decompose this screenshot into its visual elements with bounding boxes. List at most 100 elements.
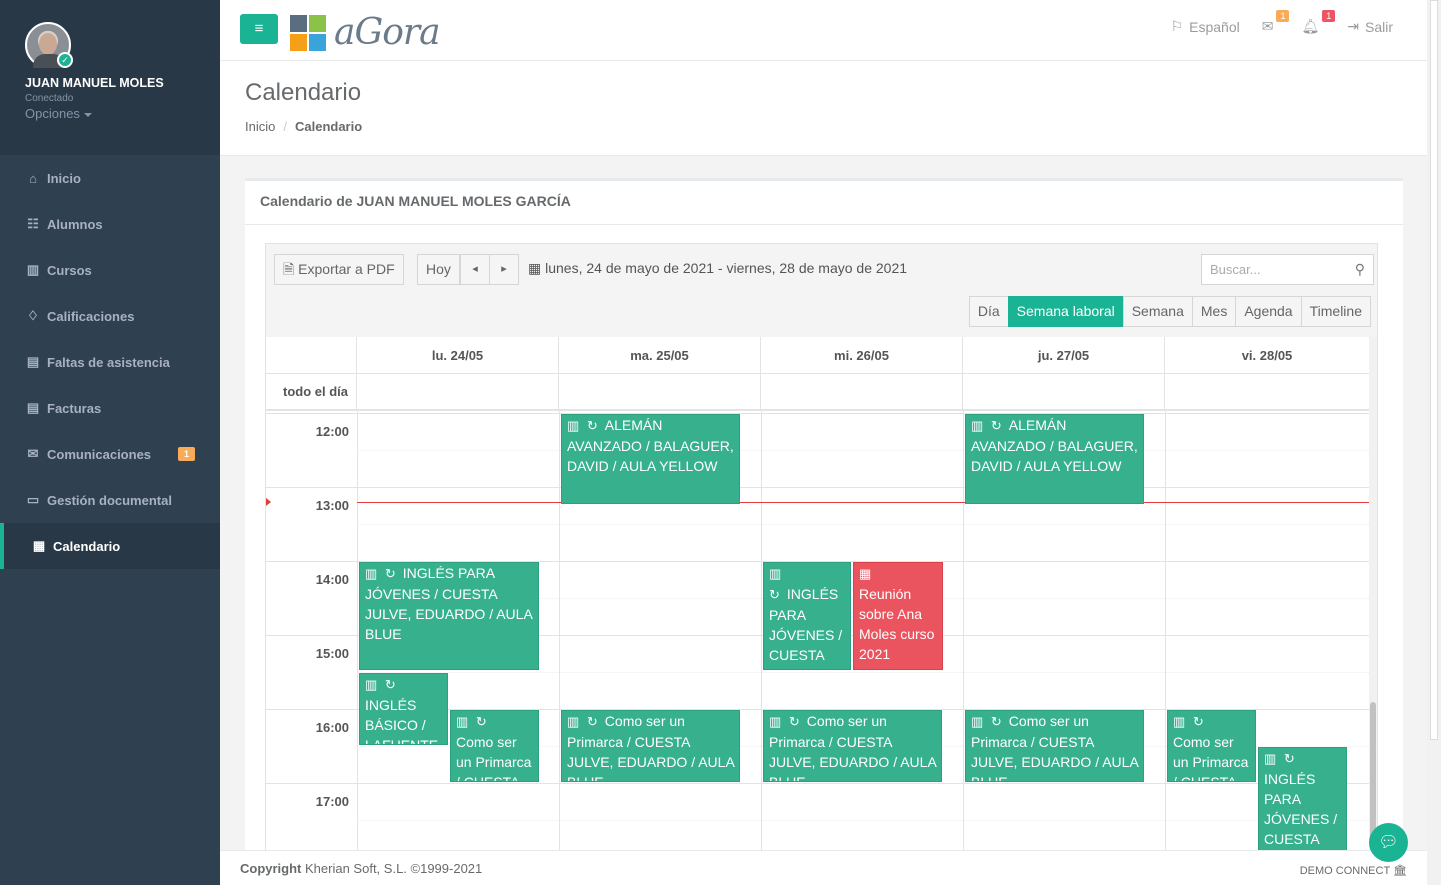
meeting-event[interactable]: ▦ Reunión sobre Ana Moles curso 2021 [853,562,943,670]
event-text: INGLÉS BÁSICO / LAFUENTE [365,697,439,745]
event[interactable]: ▥ ↻ ALEMÁN AVANZADO / BALAGUER, DAVID / A… [561,414,740,504]
books-recurring-icon: ▥ ↻ [971,418,1004,433]
sidebar-item-calendario[interactable]: ▦ Calendario [0,523,220,569]
sidebar-item-cursos[interactable]: ▥ Cursos [0,247,220,293]
notifications-badge: 1 [1322,10,1336,22]
grid-scrollbar[interactable] [1369,337,1377,854]
sidebar-item-label: Faltas de asistencia [47,354,170,370]
view-semana-laboral-button[interactable]: Semana laboral [1007,296,1124,327]
notifications-button[interactable]: 🔔︎ 1 [1301,10,1336,35]
sidebar-item-comunicaciones[interactable]: ✉ Comunicaciones 1 [0,431,220,477]
previous-week-button[interactable]: ◂ [460,254,490,285]
caret-down-icon [83,112,92,117]
allday-cell[interactable] [559,374,761,411]
event-text: Como ser un Primarca / CUESTA JULVE, EDU… [769,713,937,782]
sidebar-item-label: Cursos [47,262,92,278]
allday-cell[interactable] [963,374,1165,411]
calendar-icon: ▦ [528,260,546,276]
books-recurring-icon: ▥ ↻ [1173,714,1206,729]
books-recurring-icon: ▥ ↻ [567,714,600,729]
event[interactable]: ▥ ↻INGLÉS PARA JÓVENES / CUESTA JULVE [763,562,851,670]
hour-label: 14:00 [315,572,349,587]
breadcrumb-home[interactable]: Inicio [245,119,276,134]
page-scrollbar[interactable] [1427,0,1441,885]
view-semana-button[interactable]: Semana [1122,296,1193,327]
books-icon: ▥ [26,262,40,277]
sign-out-icon: ⇥ [1347,18,1359,34]
allday-cell[interactable] [357,374,559,411]
event[interactable]: ▥ ↻ ALEMÁN AVANZADO / BALAGUER, DAVID / A… [965,414,1144,504]
event[interactable]: ▥ ↻ Como ser un Primarca / CUESTA JULVE, … [965,710,1144,782]
menu-toggle-button[interactable]: ≡ [240,14,278,44]
logout-button[interactable]: ⇥ Salir [1347,18,1393,35]
demo-connect-text: DEMO CONNECT [1299,865,1390,877]
event-text: Como ser un Primarca / CUESTA [1173,734,1249,782]
books-recurring-icon: ▥ ↻ [365,566,398,581]
chat-icon: 💬︎ [1378,834,1399,851]
books-recurring-icon: ▥ ↻ [971,714,1004,729]
view-dia-button[interactable]: Día [968,296,1009,327]
allday-cell[interactable] [1165,374,1369,411]
user-profile: ✓ JUAN MANUEL MOLES Conectado Opciones [0,0,220,155]
event[interactable]: ▥ ↻ Como ser un Primarca / CUESTA [450,710,539,782]
search-placeholder: Buscar... [1210,262,1261,277]
view-agenda-button[interactable]: Agenda [1235,296,1302,327]
books-recurring-icon: ▥ ↻ [769,714,802,729]
day-header[interactable]: lu. 24/05 [357,337,559,374]
export-pdf-button[interactable]: 🗎︎ Exportar a PDF [274,254,404,285]
sidebar-item-faltas[interactable]: ▤ Faltas de asistencia [0,339,220,385]
sidebar-item-gestion-documental[interactable]: ▭ Gestión documental [0,477,220,523]
bell-icon: 🔔︎ [1301,18,1320,34]
topbar: ≡ aGora ⚐ Español ✉ 1 🔔︎ 1 ⇥ Salir [220,0,1441,61]
sidebar-item-facturas[interactable]: ▤ Facturas [0,385,220,431]
sidebar-item-alumnos[interactable]: ☷ Alumnos [0,201,220,247]
demo-connect-label: DEMO CONNECT 🏛︎ [1300,864,1407,877]
sidebar-item-inicio[interactable]: ⌂ Inicio [0,155,220,201]
folder-icon: ▭ [26,492,40,507]
event[interactable]: ▥ ↻ INGLÉS PARA JÓVENES / CUESTA [1258,747,1347,854]
event[interactable]: ▥ ↻ INGLÉS PARA JÓVENES / CUESTA JULVE, E… [359,562,539,670]
event[interactable]: ▥ ↻ INGLÉS BÁSICO / LAFUENTE [359,673,448,745]
page-scrollbar-thumb[interactable] [1430,0,1438,740]
sidebar-item-label: Gestión documental [47,492,172,508]
event[interactable]: ▥ ↻ Como ser un Primarca / CUESTA [1167,710,1256,782]
day-header[interactable]: mi. 26/05 [761,337,963,374]
books-recurring-icon: ▥ ↻ [456,714,489,729]
books-recurring-icon: ▥ ↻ [1264,751,1297,766]
options-label: Opciones [25,106,80,121]
event[interactable]: ▥ ↻ Como ser un Primarca / CUESTA JULVE, … [561,710,740,782]
user-status: Conectado [25,93,74,104]
hour-label: 13:00 [315,498,349,513]
sidebar: ✓ JUAN MANUEL MOLES Conectado Opciones ⌂… [0,0,220,885]
current-time-arrow [266,498,271,506]
chat-button[interactable]: 💬︎ [1369,823,1408,862]
next-week-button[interactable]: ▸ [489,254,519,285]
avatar[interactable]: ✓ [25,22,73,68]
calendar-panel: Calendario de JUAN MANUEL MOLES GARCÍA 🗎… [245,178,1403,854]
search-input[interactable]: Buscar... ⚲ [1201,254,1374,285]
breadcrumb-separator: / [283,119,287,134]
event-text: INGLÉS PARA JÓVENES / CUESTA JULVE, EDUA… [365,565,533,642]
day-header[interactable]: ma. 25/05 [559,337,761,374]
scheduler: 🗎︎ Exportar a PDF Hoy ◂ ▸ ▦ lunes, 24 de… [265,243,1378,854]
day-header[interactable]: vi. 28/05 [1165,337,1369,374]
today-button[interactable]: Hoy [417,254,460,285]
date-range-picker[interactable]: ▦ lunes, 24 de mayo de 2021 - viernes, 2… [528,260,907,277]
language-selector[interactable]: ⚐ Español [1171,18,1240,35]
sidebar-item-calificaciones[interactable]: ♢ Calificaciones [0,293,220,339]
column-divider [963,411,964,854]
messages-button[interactable]: ✉ 1 [1262,10,1290,35]
avatar-face [39,33,57,55]
view-timeline-button[interactable]: Timeline [1300,296,1371,327]
view-mes-button[interactable]: Mes [1191,296,1237,327]
sidebar-item-label: Facturas [47,400,102,416]
options-dropdown[interactable]: Opciones [25,106,220,121]
logo[interactable]: aGora [290,12,441,53]
event[interactable]: ▥ ↻ Como ser un Primarca / CUESTA JULVE, … [763,710,942,782]
grid-scrollbar-thumb[interactable] [1370,702,1376,852]
hour-line [266,783,1369,784]
day-header[interactable]: ju. 27/05 [963,337,1165,374]
week-grid: lu. 24/05 ma. 25/05 mi. 26/05 ju. 27/05 … [266,337,1369,854]
allday-cell[interactable] [761,374,963,411]
online-check-icon: ✓ [57,52,73,68]
